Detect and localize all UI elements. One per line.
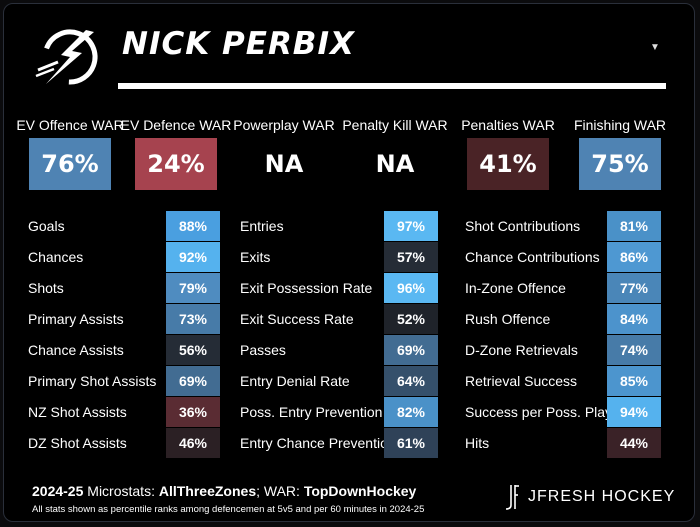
stat-label: Poss. Entry Prevention	[240, 404, 383, 420]
stat-label: Shot Contributions	[465, 218, 581, 234]
stat-label: Success per Poss. Play	[465, 404, 613, 420]
stat-label: Primary Assists	[28, 311, 124, 327]
war-value-box: 41%	[467, 138, 549, 190]
stat-value: 61%	[384, 428, 438, 458]
war-label: Powerplay WAR	[233, 117, 335, 133]
stat-label: Entries	[240, 218, 284, 234]
stat-label: Entry Denial Rate	[240, 373, 350, 389]
footer-war-label: ; WAR:	[256, 483, 300, 499]
war-label: EV Offence WAR	[16, 117, 124, 133]
stat-value: 82%	[384, 397, 438, 427]
brand: JFRESH HOCKEY	[502, 483, 675, 511]
stat-label: Chance Assists	[28, 342, 124, 358]
footer-note: All stats shown as percentile ranks amon…	[32, 504, 425, 515]
stat-label: Exit Success Rate	[240, 311, 354, 327]
war-value-box: 76%	[29, 138, 111, 190]
stat-label: Retrieval Success	[465, 373, 578, 389]
stat-label: Shots	[28, 280, 64, 296]
stat-value: 69%	[166, 366, 220, 396]
stat-label: D-Zone Retrievals	[465, 342, 578, 358]
footer-micro-source: AllThreeZones	[158, 483, 257, 499]
jf-monogram-icon	[505, 485, 519, 510]
stat-value: 73%	[166, 304, 220, 334]
stat-label: Entry Chance Prevention	[240, 435, 396, 451]
stat-value: 79%	[166, 273, 220, 303]
stat-value: 97%	[384, 211, 438, 241]
stat-value: 94%	[607, 397, 661, 427]
stat-label: Chances	[28, 249, 84, 265]
stat-label: Rush Offence	[465, 311, 551, 327]
stat-label: DZ Shot Assists	[28, 435, 127, 451]
player-name: NICK PERBIX	[122, 26, 355, 62]
stat-label: NZ Shot Assists	[28, 404, 127, 420]
stat-label: Exit Possession Rate	[240, 280, 373, 296]
stat-label: In-Zone Offence	[465, 280, 566, 296]
stat-value: 85%	[607, 366, 661, 396]
title-underline	[118, 83, 666, 89]
stat-label: Passes	[240, 342, 286, 358]
caret-down-icon[interactable]: ▼	[650, 42, 660, 53]
brand-name: JFRESH HOCKEY	[528, 488, 676, 505]
stat-value: 88%	[166, 211, 220, 241]
war-value-box: 24%	[135, 138, 217, 190]
footer-war-source: TopDownHockey	[303, 483, 417, 499]
stat-label: Hits	[465, 435, 490, 451]
war-value-box: 75%	[579, 138, 661, 190]
footer-season: 2024-25	[32, 483, 84, 499]
war-label: Finishing WAR	[573, 117, 667, 133]
war-value-box: NA	[354, 138, 436, 190]
stat-value: 92%	[166, 242, 220, 272]
footer-sources: 2024-25 Microstats: AllThreeZones; WAR: …	[32, 483, 416, 499]
stat-value: 36%	[166, 397, 220, 427]
stat-value: 52%	[384, 304, 438, 334]
stat-label: Chance Contributions	[465, 249, 600, 265]
stat-label: Primary Shot Assists	[28, 373, 157, 389]
stat-label: Goals	[28, 218, 65, 234]
stat-value: 96%	[384, 273, 438, 303]
stat-value: 77%	[607, 273, 661, 303]
war-label: EV Defence WAR	[120, 117, 232, 133]
stat-value: 46%	[166, 428, 220, 458]
stat-value: 44%	[607, 428, 661, 458]
player-card: NICK PERBIX ▼ EV Offence WAR 76% EV Defenc…	[3, 3, 695, 522]
stat-value: 69%	[384, 335, 438, 365]
stat-value: 57%	[384, 242, 438, 272]
lightning-bolt-logo	[35, 29, 98, 85]
war-label: Penalties WAR	[461, 117, 555, 133]
war-value-box: NA	[243, 138, 325, 190]
stat-value: 64%	[384, 366, 438, 396]
stat-value: 86%	[607, 242, 661, 272]
stat-label: Exits	[240, 249, 271, 265]
footer-micro-label: Microstats:	[87, 483, 155, 499]
stat-value: 84%	[607, 304, 661, 334]
war-label: Penalty Kill WAR	[342, 117, 448, 133]
stat-value: 81%	[607, 211, 661, 241]
stat-value: 74%	[607, 335, 661, 365]
stat-value: 56%	[166, 335, 220, 365]
